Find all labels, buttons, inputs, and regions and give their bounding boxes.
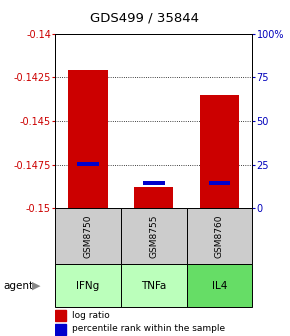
- Text: GDS499 / 35844: GDS499 / 35844: [90, 12, 200, 25]
- Text: TNFa: TNFa: [141, 281, 166, 291]
- Bar: [55, 324, 66, 335]
- Text: IL4: IL4: [212, 281, 227, 291]
- Bar: [143, 181, 164, 185]
- Text: GSM8750: GSM8750: [84, 214, 93, 258]
- Text: agent: agent: [3, 281, 33, 291]
- FancyBboxPatch shape: [121, 208, 186, 264]
- FancyBboxPatch shape: [55, 208, 121, 264]
- Bar: [209, 181, 230, 185]
- Bar: [55, 310, 66, 321]
- Bar: [68, 70, 108, 208]
- FancyBboxPatch shape: [186, 264, 252, 307]
- Bar: [77, 162, 99, 166]
- FancyBboxPatch shape: [186, 208, 252, 264]
- Text: GSM8760: GSM8760: [215, 214, 224, 258]
- FancyBboxPatch shape: [121, 264, 186, 307]
- Text: IFNg: IFNg: [76, 281, 99, 291]
- Text: percentile rank within the sample: percentile rank within the sample: [72, 324, 225, 333]
- Bar: [200, 95, 239, 208]
- Text: GSM8755: GSM8755: [149, 214, 158, 258]
- Text: log ratio: log ratio: [72, 311, 110, 320]
- Text: ▶: ▶: [32, 281, 41, 291]
- FancyBboxPatch shape: [55, 264, 121, 307]
- Bar: [134, 187, 173, 208]
